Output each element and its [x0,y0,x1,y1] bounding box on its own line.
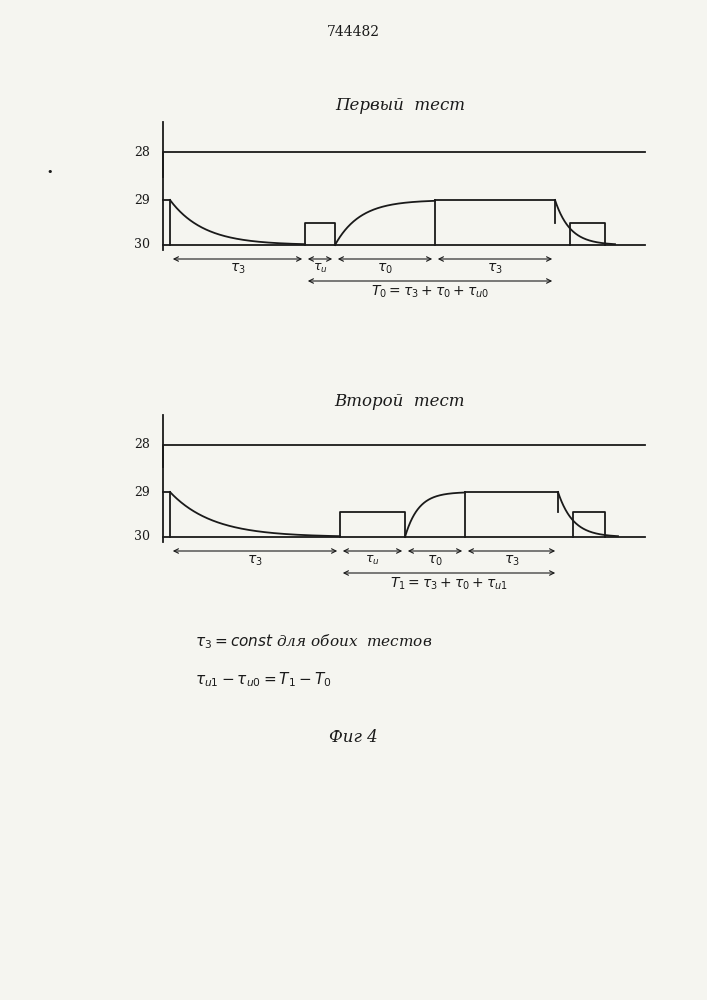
Text: 28: 28 [134,438,150,452]
Text: $\tau_u$: $\tau_u$ [365,554,380,567]
Text: 29: 29 [134,486,150,498]
Text: 28: 28 [134,145,150,158]
Text: $\tau_3$: $\tau_3$ [503,554,520,568]
Text: $\tau_0$: $\tau_0$ [427,554,443,568]
Text: $\tau_{u1} - \tau_{u0} = T_1 - T_0$: $\tau_{u1} - \tau_{u0} = T_1 - T_0$ [195,671,332,689]
Text: $\tau_3$: $\tau_3$ [230,262,245,276]
Text: $T_0 = \tau_3 + \tau_0 + \tau_{u0}$: $T_0 = \tau_3 + \tau_0 + \tau_{u0}$ [371,284,489,300]
Text: Второй  тест: Второй тест [334,393,465,410]
Text: $\tau_u$: $\tau_u$ [312,262,327,275]
Text: 30: 30 [134,530,150,544]
Text: $\tau_3$: $\tau_3$ [247,554,263,568]
Text: 30: 30 [134,238,150,251]
Text: Первый  тест: Первый тест [335,97,465,113]
Text: 744482: 744482 [327,25,380,39]
Text: $\tau_3$: $\tau_3$ [487,262,503,276]
Text: 29: 29 [134,194,150,207]
Text: $\tau_0$: $\tau_0$ [377,262,393,276]
Text: •: • [47,167,53,177]
Text: $\tau_3 = const$ для обоих  тестов: $\tau_3 = const$ для обоих тестов [195,633,432,651]
Text: Фиг 4: Фиг 4 [329,730,378,746]
Text: $T_1 = \tau_3 + \tau_0 + \tau_{u1}$: $T_1 = \tau_3 + \tau_0 + \tau_{u1}$ [390,576,508,592]
